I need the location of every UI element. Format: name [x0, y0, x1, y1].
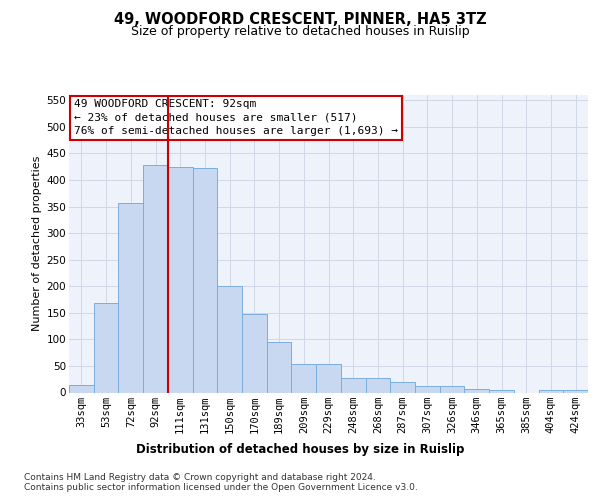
Bar [242, 314, 267, 392]
Bar [267, 342, 292, 392]
Bar [440, 386, 464, 392]
Bar [316, 364, 341, 392]
Bar [563, 390, 588, 392]
Y-axis label: Number of detached properties: Number of detached properties [32, 156, 43, 332]
Bar [94, 303, 118, 392]
Bar [489, 390, 514, 392]
Bar [539, 390, 563, 392]
Bar [193, 168, 217, 392]
Bar [143, 165, 168, 392]
Bar [464, 389, 489, 392]
Bar [390, 382, 415, 392]
Bar [415, 386, 440, 392]
Bar [69, 384, 94, 392]
Bar [217, 286, 242, 393]
Bar [168, 166, 193, 392]
Bar [341, 378, 365, 392]
Bar [292, 364, 316, 392]
Text: Distribution of detached houses by size in Ruislip: Distribution of detached houses by size … [136, 442, 464, 456]
Bar [118, 203, 143, 392]
Text: 49 WOODFORD CRESCENT: 92sqm
← 23% of detached houses are smaller (517)
76% of se: 49 WOODFORD CRESCENT: 92sqm ← 23% of det… [74, 100, 398, 136]
Text: Size of property relative to detached houses in Ruislip: Size of property relative to detached ho… [131, 25, 469, 38]
Text: Contains HM Land Registry data © Crown copyright and database right 2024.
Contai: Contains HM Land Registry data © Crown c… [24, 472, 418, 492]
Text: 49, WOODFORD CRESCENT, PINNER, HA5 3TZ: 49, WOODFORD CRESCENT, PINNER, HA5 3TZ [113, 12, 487, 28]
Bar [365, 378, 390, 392]
